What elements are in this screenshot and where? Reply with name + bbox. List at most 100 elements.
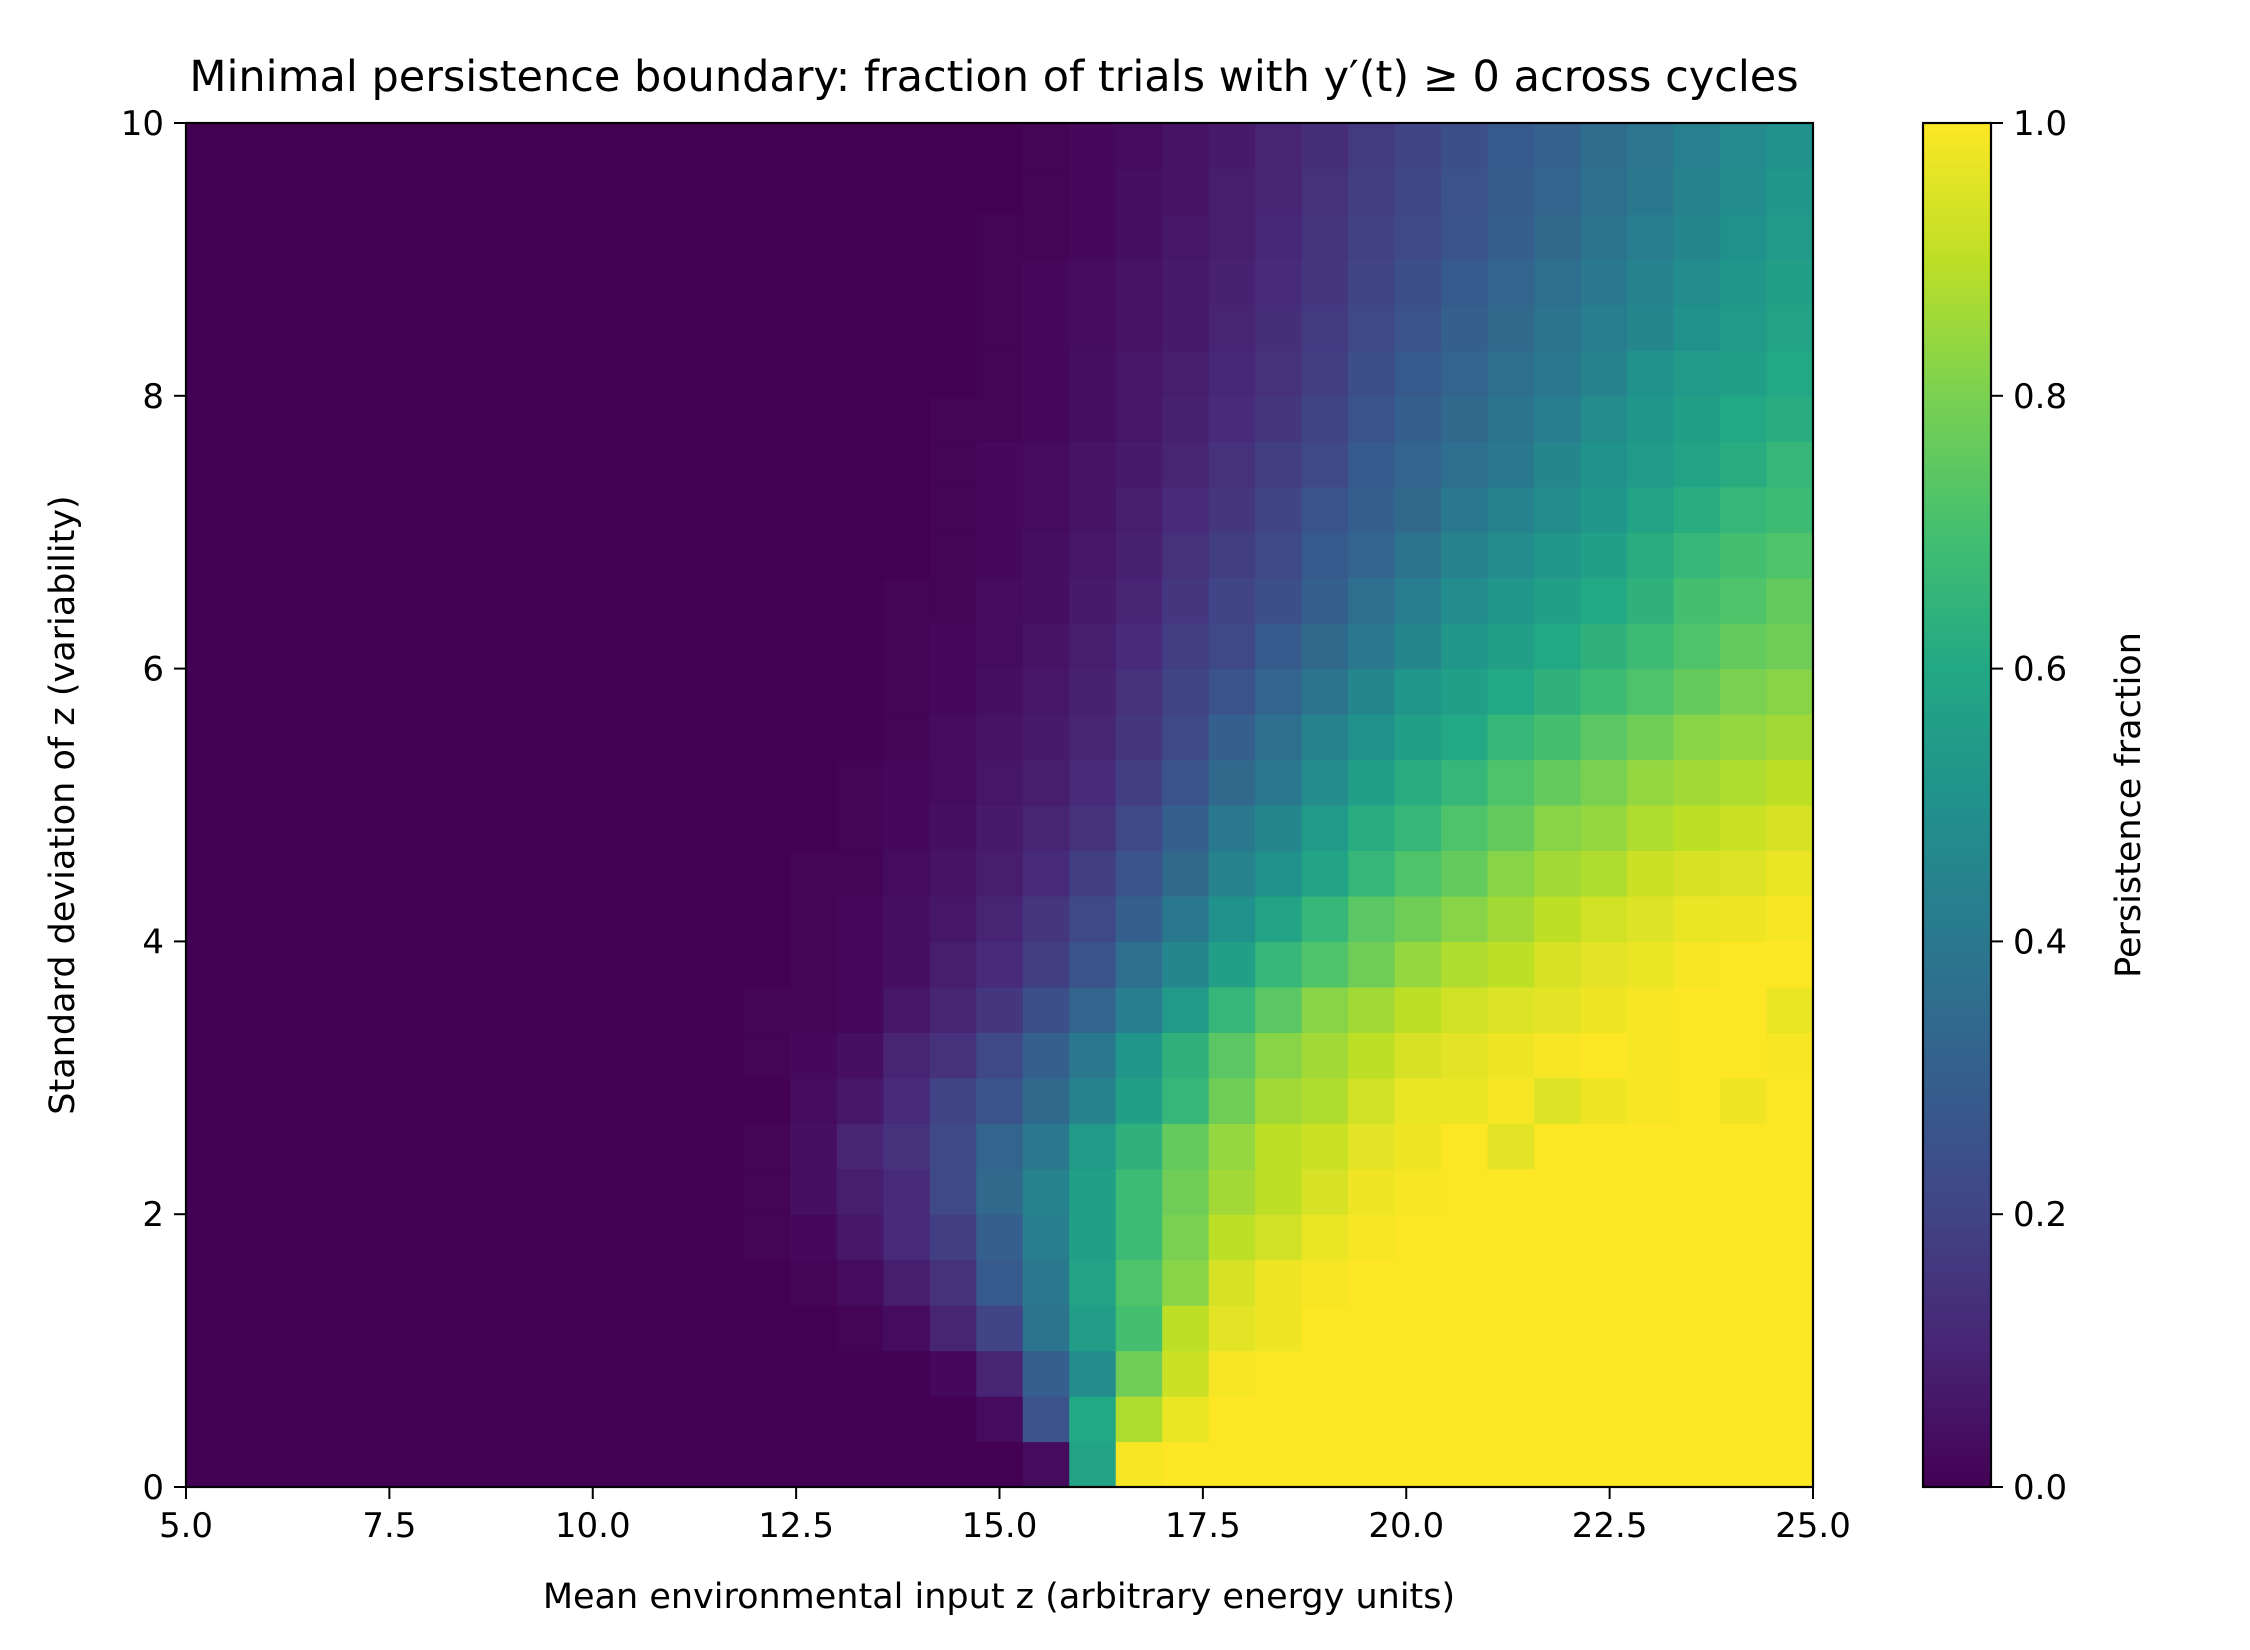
heatmap-cell (976, 1259, 1024, 1306)
heatmap-cell (325, 1077, 373, 1124)
heatmap-cell (325, 1305, 373, 1352)
heatmap-cell (604, 850, 652, 897)
heatmap-cell (929, 304, 977, 351)
heatmap-cell (278, 623, 327, 670)
heatmap-cell (325, 986, 373, 1033)
heatmap-cell (976, 1032, 1024, 1079)
heatmap-cell (1394, 986, 1442, 1033)
heatmap-cell (1720, 1214, 1768, 1261)
heatmap-cell (1162, 986, 1210, 1033)
heatmap-cell (604, 805, 652, 852)
heatmap-cell (1208, 532, 1256, 579)
heatmap-cell (1627, 941, 1675, 988)
heatmap-cell (278, 1077, 327, 1124)
heatmap-cell (1766, 759, 1814, 806)
heatmap-cell (1301, 1032, 1349, 1079)
heatmap-cell (1069, 168, 1117, 215)
heatmap-cell (1069, 123, 1117, 170)
heatmap-cell (1580, 1168, 1628, 1215)
heatmap-cell (1487, 1168, 1535, 1215)
heatmap-cell (1766, 1350, 1814, 1397)
heatmap-cell (697, 895, 745, 942)
heatmap-cell (1534, 168, 1582, 215)
heatmap-cell (1348, 1305, 1396, 1352)
heatmap-cell (836, 668, 884, 715)
heatmap-cell (1580, 213, 1628, 260)
heatmap-cell (1673, 1032, 1721, 1079)
heatmap-cell (697, 1077, 745, 1124)
heatmap-cell (743, 1214, 791, 1261)
heatmap-cell (697, 805, 745, 852)
heatmap-cell (325, 168, 373, 215)
heatmap-cell (883, 623, 931, 670)
heatmap-cell (1115, 714, 1163, 761)
heatmap-cell (604, 1305, 652, 1352)
heatmap-cell (1022, 1259, 1070, 1306)
heatmap-cell (1394, 1396, 1442, 1443)
heatmap-cell (278, 577, 327, 624)
heatmap-cell (1534, 714, 1582, 761)
heatmap-cell (1627, 259, 1675, 306)
heatmap-cell (557, 1396, 605, 1443)
heatmap-cell (1394, 123, 1442, 170)
heatmap-cell (1301, 395, 1349, 442)
heatmap-cell (1534, 1214, 1582, 1261)
heatmap-cell (976, 1123, 1024, 1170)
heatmap-cell (1162, 668, 1210, 715)
heatmap-cell (604, 1350, 652, 1397)
heatmap-cell (604, 895, 652, 942)
heatmap-cell (650, 1077, 698, 1124)
heatmap-cell (1720, 395, 1768, 442)
heatmap-cell (278, 259, 327, 306)
heatmap-cell (790, 1396, 838, 1443)
heatmap-cell (604, 259, 652, 306)
heatmap-cell (650, 895, 698, 942)
heatmap-cell (1069, 986, 1117, 1033)
heatmap-cell (836, 850, 884, 897)
heatmap-cell (186, 668, 234, 715)
heatmap-cell (883, 1077, 931, 1124)
heatmap-cell (1162, 1259, 1210, 1306)
heatmap-cell (604, 395, 652, 442)
heatmap-cell (743, 350, 791, 397)
heatmap-cell (418, 1259, 466, 1306)
heatmap-cell (697, 1350, 745, 1397)
heatmap-cell (1348, 168, 1396, 215)
heatmap-cell (976, 1214, 1024, 1261)
heatmap-cell (929, 1168, 977, 1215)
heatmap-cell (186, 805, 234, 852)
heatmap-cell (650, 441, 698, 488)
heatmap-cell (650, 668, 698, 715)
heatmap-cell (1255, 623, 1303, 670)
heatmap-cell (186, 168, 234, 215)
heatmap-cell (1394, 805, 1442, 852)
heatmap-cell (650, 259, 698, 306)
heatmap-cell (976, 1441, 1024, 1488)
heatmap-cell (325, 759, 373, 806)
heatmap-cell (232, 986, 280, 1033)
heatmap-cell (464, 395, 512, 442)
heatmap-cell (1255, 1259, 1303, 1306)
heatmap-cell (883, 350, 931, 397)
heatmap-cell (883, 1350, 931, 1397)
heatmap-cell (1487, 168, 1535, 215)
heatmap-cell (976, 1168, 1024, 1215)
y-axis: 0 2 4 6 8 10 (121, 104, 186, 1508)
heatmap-cell (278, 1350, 327, 1397)
x-tick-label: 5.0 (159, 1506, 213, 1546)
heatmap-cell (1441, 213, 1489, 260)
heatmap-cell (1673, 623, 1721, 670)
heatmap-cell (1208, 1032, 1256, 1079)
heatmap-cell (929, 1259, 977, 1306)
heatmap-cell (1022, 395, 1070, 442)
heatmap-cell (883, 532, 931, 579)
heatmap-cell (1487, 213, 1535, 260)
heatmap-cell (464, 1396, 512, 1443)
heatmap-cell (1673, 850, 1721, 897)
heatmap-cell (1022, 213, 1070, 260)
heatmap-cell (1673, 668, 1721, 715)
heatmap-cell (1534, 1077, 1582, 1124)
heatmap-cell (1673, 123, 1721, 170)
heatmap-cell (1534, 259, 1582, 306)
